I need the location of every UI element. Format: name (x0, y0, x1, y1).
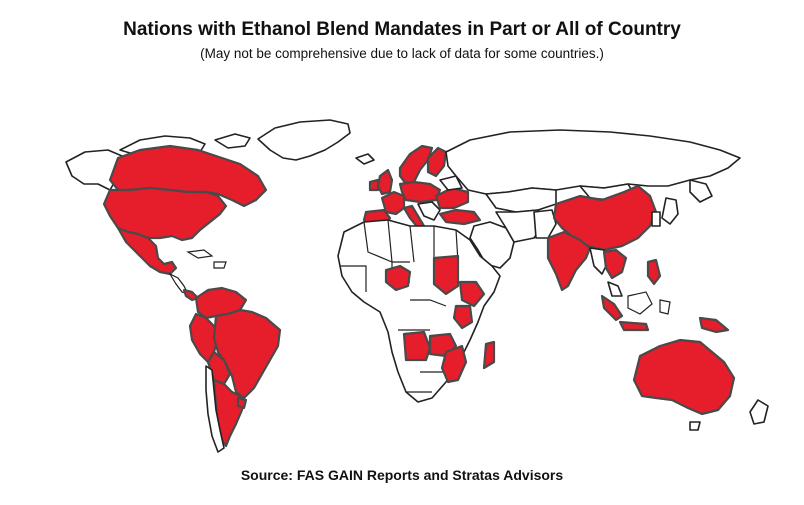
map-title: Nations with Ethanol Blend Mandates in P… (123, 19, 681, 40)
africa-borders-north (340, 219, 459, 292)
ethiopia (458, 280, 486, 308)
afghanistan-pakistan (533, 209, 557, 239)
iceland (355, 153, 375, 165)
ireland (368, 178, 380, 192)
nigeria (384, 264, 412, 292)
australia (632, 338, 736, 416)
malaysia (607, 281, 623, 297)
greenland (257, 119, 351, 161)
madagascar (482, 340, 496, 370)
sudan (432, 254, 460, 296)
indonesia-sumatra (600, 294, 624, 322)
kamchatka (689, 179, 713, 203)
balkans (417, 201, 441, 221)
korea (651, 211, 661, 227)
middle-east (469, 221, 515, 269)
caribbean-islands (186, 249, 214, 259)
indonesia-borneo (627, 291, 653, 315)
ukraine-romania (434, 186, 470, 210)
india (546, 230, 592, 292)
map-subtitle: (May not be comprehensive due to lack of… (200, 46, 604, 61)
mozambique-zimbabwe (440, 344, 468, 384)
finland (426, 146, 448, 178)
angola (402, 330, 432, 362)
source-note: Source: FAS GAIN Reports and Stratas Adv… (240, 467, 564, 483)
indonesia-java (618, 320, 650, 332)
philippines (646, 258, 662, 286)
sulawesi (659, 299, 671, 315)
germany-poland (398, 180, 442, 204)
thailand-vietnam (602, 248, 628, 280)
belarus-baltics (439, 175, 463, 191)
norway-sweden (398, 144, 434, 186)
kenya (452, 304, 474, 330)
chile (205, 365, 225, 453)
mexico (116, 226, 178, 276)
papua-new-guinea (698, 316, 730, 334)
tasmania (689, 421, 701, 431)
japan (661, 197, 679, 225)
caribbean-east (213, 261, 227, 269)
arctic-island-east (214, 133, 251, 149)
united-kingdom (376, 168, 394, 196)
uruguay (236, 396, 248, 410)
new-zealand (749, 399, 769, 425)
panama (182, 288, 200, 302)
turkey (438, 208, 482, 226)
